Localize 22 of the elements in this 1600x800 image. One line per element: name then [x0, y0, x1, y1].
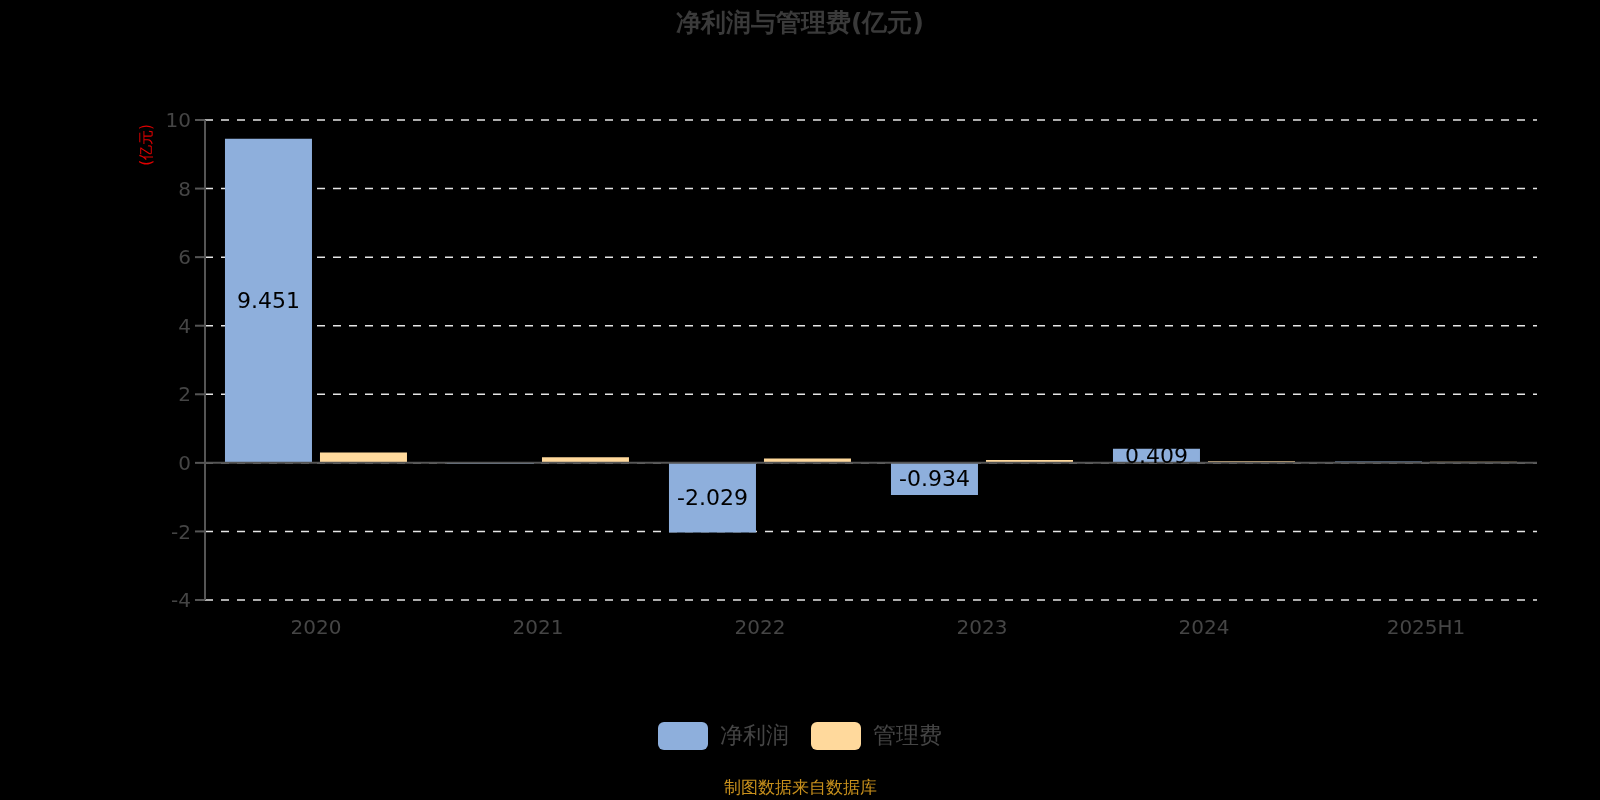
y-tick-label: 2 [178, 382, 191, 407]
y-tick-label: 8 [178, 176, 191, 201]
x-tick-label: 2025H1 [1386, 615, 1466, 640]
y-tick-label: 4 [178, 313, 191, 338]
y-tick-label: -2 [171, 519, 191, 544]
y-tick-label: -4 [171, 588, 191, 613]
legend-label: 管理费 [873, 721, 942, 750]
x-tick-label: 2024 [1178, 615, 1230, 640]
text: 制图数据来自数据库 [723, 777, 877, 797]
x-tick-label: 2021 [512, 615, 564, 640]
data-label: 9.451 [236, 288, 300, 314]
legend-label: 净利润 [720, 721, 789, 750]
data-label: -0.934 [899, 466, 970, 492]
y-axis-title: (亿元) [137, 124, 155, 166]
data-label: -2.029 [677, 485, 748, 511]
y-tick-label: 0 [178, 450, 191, 475]
x-tick-label: 2022 [734, 615, 786, 640]
chart-title: 净利润与管理费(亿元) [676, 8, 924, 37]
x-tick-label: 2020 [290, 615, 342, 640]
y-tick-label: 6 [178, 245, 191, 270]
y-tick-label: 10 [165, 108, 191, 133]
x-tick-label: 2023 [956, 615, 1008, 640]
